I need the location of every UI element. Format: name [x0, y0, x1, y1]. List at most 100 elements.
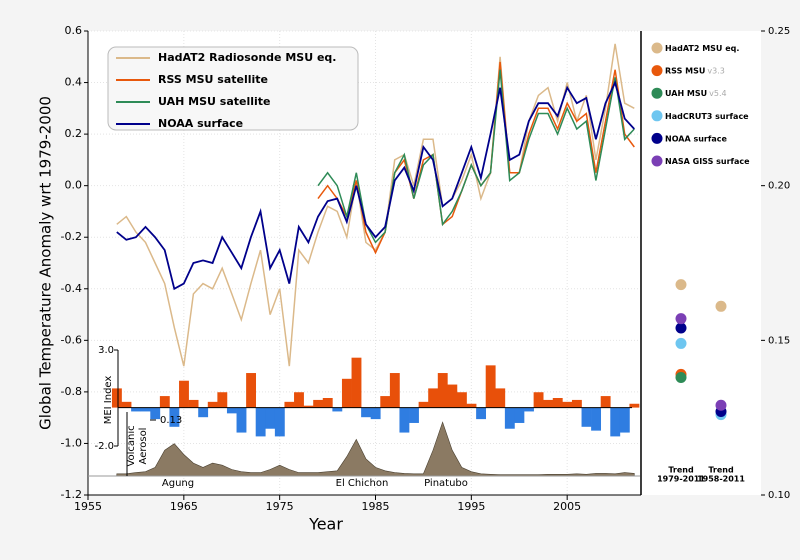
mei-bar	[456, 392, 467, 408]
x-tick-label: 1995	[457, 500, 485, 513]
category-label: 1979-2011	[657, 475, 705, 484]
legend-dot	[651, 132, 663, 144]
legend-dot	[651, 110, 663, 122]
aerosol-label: Volcanic	[126, 425, 137, 466]
mei-bar	[198, 407, 209, 418]
mei-bar	[495, 388, 506, 408]
y-tick-label: -1.0	[61, 436, 82, 449]
mei-bar	[399, 407, 410, 433]
right-tick-label: 0.15	[768, 335, 790, 346]
mei-bar	[552, 398, 563, 408]
x-axis-label: Year	[308, 515, 343, 534]
right-tick-label: 0.20	[768, 181, 790, 192]
mei-bar	[610, 407, 621, 437]
legend-label: NASA GISS surface	[665, 157, 750, 166]
mei-bar	[437, 373, 448, 408]
y-tick-label: -0.8	[61, 385, 82, 398]
mei-bar	[303, 405, 314, 408]
x-tick-label: 1985	[362, 500, 390, 513]
mei-bar	[236, 407, 247, 433]
mei-bar	[217, 392, 228, 408]
mei-bar	[294, 392, 304, 408]
y-tick-label: 0.6	[65, 24, 83, 37]
legend-box	[107, 46, 359, 131]
trend-dot	[715, 300, 727, 312]
mei-bar	[581, 407, 592, 427]
legend-dot	[651, 87, 663, 99]
mei-bar	[322, 398, 333, 408]
mei-bar	[207, 401, 218, 408]
trend-dot	[715, 399, 727, 411]
legend-label: RSS MSU v3.3	[665, 66, 725, 75]
mei-bar	[447, 384, 458, 408]
mei-bar	[188, 399, 199, 408]
mei-bar	[409, 407, 419, 423]
mei-bar	[476, 407, 487, 420]
mei-bar	[121, 401, 132, 408]
category-label: Trend	[668, 466, 694, 475]
mei-bar	[380, 396, 391, 408]
mei-bar	[361, 407, 372, 418]
right-tick-label: 0.25	[768, 26, 790, 37]
aerosol-area	[116, 421, 635, 477]
mei-bar	[514, 407, 525, 423]
mei-bar	[370, 407, 381, 420]
mei-bar	[169, 407, 180, 427]
mei-bar	[533, 392, 544, 408]
trend-dot	[675, 371, 687, 383]
x-tick-label: 1975	[266, 500, 294, 513]
mei-bar	[150, 407, 161, 420]
aerosol-tick-label: 0.13	[160, 415, 182, 426]
y-tick-label: 0.2	[65, 127, 83, 140]
legend-label: HadAT2 Radiosonde MSU eq.	[158, 51, 337, 64]
mei-bar	[351, 357, 362, 408]
series-line	[116, 43, 635, 367]
legend-version: v5.4	[709, 89, 726, 98]
y-axis-label: Global Temperature Anomaly wrt 1979-2000	[37, 96, 55, 430]
x-tick-label: 1965	[170, 500, 198, 513]
mei-bar	[562, 401, 573, 408]
legend-name: NASA GISS surface	[665, 157, 750, 166]
mei-bar	[179, 380, 189, 408]
mei-bar	[284, 401, 295, 408]
category-label: Trend	[708, 466, 734, 475]
aerosol-label: Aerosol	[138, 428, 149, 465]
volcano-label: Agung	[162, 478, 194, 489]
legend-dot	[651, 42, 663, 54]
series-line	[116, 79, 635, 291]
legend-label: RSS MSU satellite	[158, 73, 268, 86]
y-tick-label: 0.4	[65, 76, 83, 89]
mei-bar	[255, 407, 266, 437]
legend-dot	[651, 155, 663, 167]
legend-dot	[651, 65, 663, 77]
legend-name: NOAA surface	[665, 134, 727, 143]
y-tick-label: -0.2	[61, 230, 82, 243]
mei-bar	[418, 401, 429, 408]
mei-bar	[629, 403, 640, 408]
trend-dot	[675, 322, 687, 334]
mei-bar	[466, 403, 477, 408]
mei-bar	[159, 396, 170, 408]
legend-name: UAH MSU	[665, 89, 707, 98]
y-tick-label: -1.2	[61, 488, 82, 501]
mei-bar	[389, 373, 400, 408]
mei-bar	[313, 399, 324, 408]
x-tick-label: 1955	[74, 500, 102, 513]
y-tick-label: -0.4	[61, 282, 82, 295]
mei-label: MEI Index	[103, 376, 114, 425]
mei-bar	[265, 407, 276, 429]
mei-bar	[341, 378, 352, 408]
legend-label: NOAA surface	[158, 117, 243, 130]
trend-dot	[675, 279, 687, 291]
mei-tick-label: 3.0	[98, 345, 114, 356]
legend-label: HadCRUT3 surface	[665, 111, 749, 120]
volcano-label: Pinatubo	[424, 478, 468, 489]
y-tick-label: -0.6	[61, 333, 82, 346]
legend-label: UAH MSU v5.4	[665, 89, 727, 98]
mei-bar	[600, 396, 611, 408]
mei-bar	[619, 407, 630, 433]
legend-name: RSS MSU	[665, 66, 705, 75]
trend-dot	[675, 313, 687, 325]
right-tick-label: 0.10	[768, 490, 790, 501]
mei-bar	[485, 365, 496, 408]
